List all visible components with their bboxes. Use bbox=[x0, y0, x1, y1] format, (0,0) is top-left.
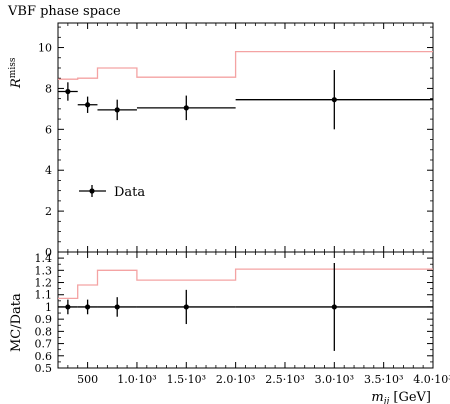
ratio-y-axis-label: MC/Data bbox=[9, 293, 24, 352]
x-tick-label: 4.0·10³ bbox=[413, 373, 450, 386]
data-marker bbox=[65, 88, 71, 95]
ratio-y-tick-label: 1.4 bbox=[35, 252, 53, 265]
legend-marker bbox=[89, 188, 95, 194]
main-plot-frame bbox=[57, 22, 434, 253]
ratio-point-1 bbox=[77, 299, 98, 315]
x-tick-label: 3.5·10³ bbox=[364, 373, 403, 386]
data-point-2 bbox=[97, 99, 137, 121]
data-marker bbox=[114, 304, 120, 310]
data-marker bbox=[183, 304, 189, 310]
ratio-y-tick-label: 0.8 bbox=[35, 325, 53, 338]
main-y-tick-label: 0 bbox=[45, 246, 52, 259]
x-tick-label: 3.0·10³ bbox=[315, 373, 354, 386]
data-point-4 bbox=[235, 70, 433, 130]
main-y-tick-label: 8 bbox=[45, 82, 52, 95]
ratio-point-0 bbox=[58, 299, 78, 315]
x-axis-label: mjj [GeV] bbox=[371, 390, 431, 404]
main-y-tick-label: 10 bbox=[38, 42, 52, 55]
data-marker bbox=[85, 304, 91, 310]
data-marker bbox=[114, 107, 120, 113]
x-tick-label: 500 bbox=[77, 373, 98, 386]
ratio-y-tick-label: 0.5 bbox=[35, 362, 53, 375]
data-marker bbox=[331, 97, 337, 103]
data-marker bbox=[331, 304, 337, 310]
main-y-tick-label: 2 bbox=[45, 205, 52, 218]
ratio-point-2 bbox=[97, 297, 137, 317]
data-point-3 bbox=[136, 95, 236, 121]
main-y-tick-label: 4 bbox=[45, 164, 52, 177]
mc-prediction-line bbox=[58, 50, 433, 80]
ratio-y-tick-label: 0.7 bbox=[35, 338, 53, 351]
ratio-y-tick-label: 1.3 bbox=[35, 264, 53, 277]
main-y-axis-label: Rmiss bbox=[8, 57, 24, 89]
data-point-0 bbox=[58, 82, 78, 101]
data-marker bbox=[65, 304, 71, 310]
ratio-y-tick-label: 1 bbox=[45, 301, 52, 314]
ratio-mc-line bbox=[58, 268, 433, 300]
ratio-y-tick-label: 0.9 bbox=[35, 313, 53, 326]
x-tick-label: 2.0·10³ bbox=[216, 373, 255, 386]
ratio-y-tick-label: 1.1 bbox=[35, 289, 53, 302]
main-y-tick-label: 6 bbox=[45, 123, 52, 136]
ratio-point-3 bbox=[136, 289, 236, 325]
x-tick-label: 2.5·10³ bbox=[265, 373, 304, 386]
chart-title: VBF phase space bbox=[8, 4, 121, 19]
data-marker bbox=[85, 102, 91, 108]
data-point-1 bbox=[77, 96, 98, 113]
legend: Data bbox=[79, 185, 145, 200]
x-tick-label: 1.5·10³ bbox=[167, 373, 206, 386]
x-tick-label: 1.0·10³ bbox=[117, 373, 156, 386]
ratio-y-tick-label: 1.2 bbox=[35, 277, 53, 290]
ratio-y-tick-label: 0.6 bbox=[35, 350, 53, 363]
legend-label-data: Data bbox=[114, 185, 145, 200]
ratio-point-4 bbox=[235, 262, 433, 351]
data-marker bbox=[183, 105, 189, 111]
